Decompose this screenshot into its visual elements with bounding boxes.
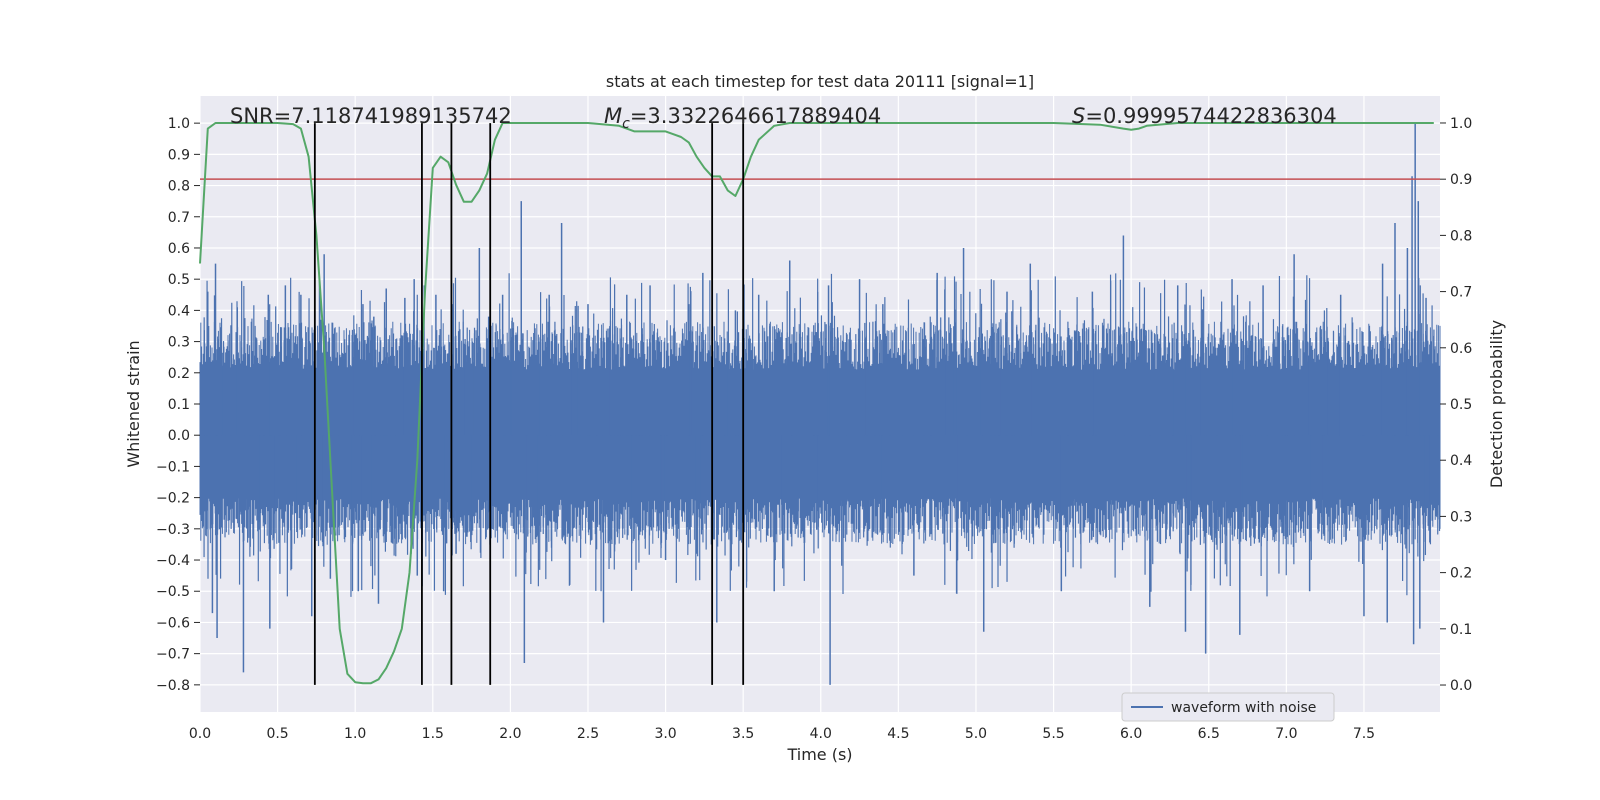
chirp-mass-annotation: Mc=3.3322646617889404 xyxy=(604,104,881,132)
y-tick-label: −0.8 xyxy=(156,678,190,694)
legend-label: waveform with noise xyxy=(1171,700,1316,716)
x-tick-label: 0.5 xyxy=(266,726,288,742)
y-tick-label: 0.0 xyxy=(168,428,190,444)
x-tick-label: 7.5 xyxy=(1353,726,1375,742)
y-tick-label: 0.5 xyxy=(168,272,190,288)
x-tick-label: 6.5 xyxy=(1198,726,1220,742)
y-tick-label: −0.4 xyxy=(156,553,190,569)
x-tick-label: 4.0 xyxy=(810,726,832,742)
vertical-markers xyxy=(313,123,745,685)
x-tick-label: 5.0 xyxy=(965,726,987,742)
chirp-mass-value: =3.3322646617889404 xyxy=(630,104,881,128)
y-tick-label: −0.6 xyxy=(156,615,190,631)
y2-tick-label: 0.1 xyxy=(1450,622,1472,638)
y-tick-label: 0.1 xyxy=(168,397,190,413)
y2-tick-label: 0.0 xyxy=(1450,678,1472,694)
chirp-mass-symbol: M xyxy=(604,104,622,128)
y2-tick-label: 0.3 xyxy=(1450,509,1472,525)
x-tick-label: 7.0 xyxy=(1275,726,1297,742)
y2-tick-label: 0.7 xyxy=(1450,285,1472,301)
y-tick-label: −0.5 xyxy=(156,584,190,600)
x-tick-label: 4.5 xyxy=(887,726,909,742)
x-tick-label: 6.0 xyxy=(1120,726,1142,742)
probability-series xyxy=(199,122,1434,685)
y2-tick-label: 0.8 xyxy=(1450,228,1472,244)
x-tick-label: 3.5 xyxy=(732,726,754,742)
y2-tick-label: 0.5 xyxy=(1450,397,1472,413)
x-tick-label: 2.0 xyxy=(499,726,521,742)
y2-tick-label: 0.4 xyxy=(1450,453,1472,469)
probability-line xyxy=(199,122,1434,685)
snr-annotation: SNR=7.118741989135742 xyxy=(230,104,512,128)
y2-axis-ticks: 0.0 0.1 0.2 0.3 0.4 0.5 0.6 0.7 0.8 0.9 1.0 xyxy=(1440,116,1472,694)
significance-symbol: S xyxy=(1072,104,1085,128)
significance-value: =0.9999574422836304 xyxy=(1085,104,1336,128)
y-tick-label: 1.0 xyxy=(168,116,190,132)
y-tick-label: 0.7 xyxy=(168,210,190,226)
x-tick-label: 5.5 xyxy=(1042,726,1064,742)
y-tick-label: 0.6 xyxy=(168,241,190,257)
y2-axis-title: Detection probability xyxy=(1487,320,1506,488)
y2-tick-label: 0.6 xyxy=(1450,341,1472,357)
x-tick-label: 2.5 xyxy=(577,726,599,742)
x-tick-label: 3.0 xyxy=(654,726,676,742)
y2-tick-label: 0.9 xyxy=(1450,172,1472,188)
y-tick-label: −0.3 xyxy=(156,522,190,538)
strain-series xyxy=(199,123,1441,685)
x-axis-ticks: 0.0 0.5 1.0 1.5 2.0 2.5 3.0 3.5 4.0 4.5 5.0 5.5 6.0 6… xyxy=(189,726,1375,742)
y-tick-label: −0.7 xyxy=(156,647,190,663)
y-tick-label: 0.2 xyxy=(168,366,190,382)
y-tick-label: −0.2 xyxy=(156,491,190,507)
y-tick-label: 0.9 xyxy=(168,147,190,163)
x-tick-label: 1.5 xyxy=(422,726,444,742)
y-tick-label: 0.4 xyxy=(168,303,190,319)
y-tick-label: 0.3 xyxy=(168,335,190,351)
y2-tick-label: 0.2 xyxy=(1450,566,1472,582)
y-axis-ticks: −0.8 −0.7 −0.6 −0.5 −0.4 −0.3 −0.2 −0.1 0.0 0.1 0.… xyxy=(156,116,200,694)
chirp-mass-subscript: c xyxy=(622,116,630,132)
x-axis-title: Time (s) xyxy=(786,745,852,764)
y-tick-label: −0.1 xyxy=(156,459,190,475)
x-tick-label: 0.0 xyxy=(189,726,211,742)
chart-title: stats at each timestep for test data 201… xyxy=(606,72,1034,91)
x-tick-label: 1.0 xyxy=(344,726,366,742)
y-axis-title: Whitened strain xyxy=(124,340,143,467)
legend: waveform with noise xyxy=(1121,692,1335,722)
significance-annotation: S=0.9999574422836304 xyxy=(1072,104,1337,128)
y2-tick-label: 1.0 xyxy=(1450,116,1472,132)
y-tick-label: 0.8 xyxy=(168,179,190,195)
legend-box xyxy=(1121,692,1335,722)
